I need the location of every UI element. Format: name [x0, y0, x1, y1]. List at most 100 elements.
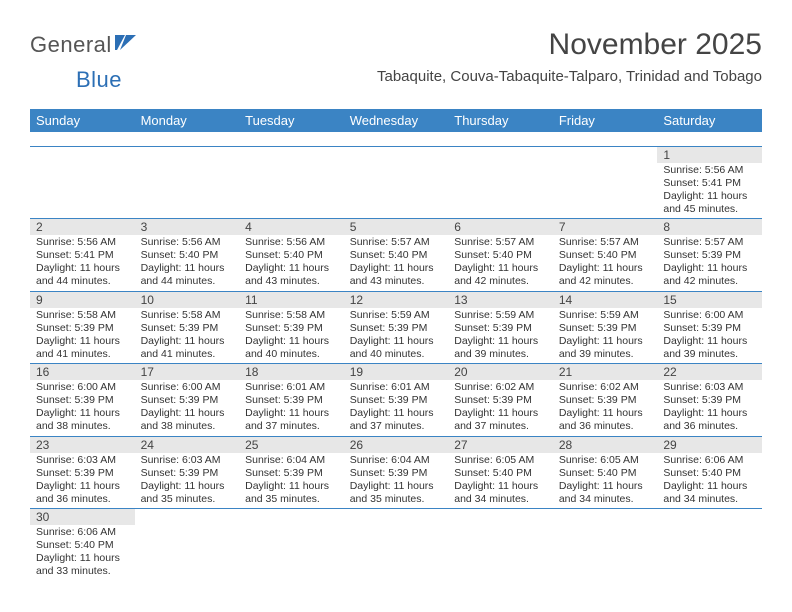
day-details: Sunrise: 6:00 AMSunset: 5:39 PMDaylight:… — [135, 380, 240, 436]
calendar-week-row: 30Sunrise: 6:06 AMSunset: 5:40 PMDayligh… — [30, 509, 762, 581]
month-title: November 2025 — [377, 28, 762, 62]
day-number: 18 — [239, 364, 344, 380]
weekday-header: Sunday — [30, 109, 135, 132]
day-number: 12 — [344, 292, 449, 308]
calendar-empty-cell — [553, 146, 658, 219]
calendar-day-cell: 4Sunrise: 5:56 AMSunset: 5:40 PMDaylight… — [239, 219, 344, 292]
day-details: Sunrise: 6:00 AMSunset: 5:39 PMDaylight:… — [30, 380, 135, 436]
calendar-day-cell: 25Sunrise: 6:04 AMSunset: 5:39 PMDayligh… — [239, 436, 344, 509]
day-details: Sunrise: 6:06 AMSunset: 5:40 PMDaylight:… — [657, 453, 762, 509]
calendar-day-cell: 1Sunrise: 5:56 AMSunset: 5:41 PMDaylight… — [657, 146, 762, 219]
calendar-day-cell: 30Sunrise: 6:06 AMSunset: 5:40 PMDayligh… — [30, 509, 135, 581]
calendar-day-cell: 8Sunrise: 5:57 AMSunset: 5:39 PMDaylight… — [657, 219, 762, 292]
calendar-empty-cell — [344, 509, 449, 581]
calendar-table: SundayMondayTuesdayWednesdayThursdayFrid… — [30, 109, 762, 581]
calendar-day-cell: 12Sunrise: 5:59 AMSunset: 5:39 PMDayligh… — [344, 291, 449, 364]
day-number: 1 — [657, 147, 762, 163]
logo-text-general: General — [30, 32, 112, 58]
calendar-day-cell: 10Sunrise: 5:58 AMSunset: 5:39 PMDayligh… — [135, 291, 240, 364]
calendar-day-cell: 5Sunrise: 5:57 AMSunset: 5:40 PMDaylight… — [344, 219, 449, 292]
spacer-cell — [135, 132, 240, 146]
weekday-header: Saturday — [657, 109, 762, 132]
calendar-empty-cell — [30, 146, 135, 219]
day-number: 3 — [135, 219, 240, 235]
day-number: 25 — [239, 437, 344, 453]
spacer-cell — [239, 132, 344, 146]
calendar-day-cell: 11Sunrise: 5:58 AMSunset: 5:39 PMDayligh… — [239, 291, 344, 364]
logo-text-blue: Blue — [76, 67, 122, 92]
calendar-empty-cell — [344, 146, 449, 219]
day-details: Sunrise: 6:01 AMSunset: 5:39 PMDaylight:… — [344, 380, 449, 436]
day-details: Sunrise: 5:56 AMSunset: 5:40 PMDaylight:… — [239, 235, 344, 291]
weekday-header-row: SundayMondayTuesdayWednesdayThursdayFrid… — [30, 109, 762, 132]
day-details: Sunrise: 5:58 AMSunset: 5:39 PMDaylight:… — [239, 308, 344, 364]
day-details: Sunrise: 6:03 AMSunset: 5:39 PMDaylight:… — [30, 453, 135, 509]
weekday-header: Wednesday — [344, 109, 449, 132]
weekday-header: Monday — [135, 109, 240, 132]
weekday-header: Tuesday — [239, 109, 344, 132]
spacer-cell — [448, 132, 553, 146]
day-number: 13 — [448, 292, 553, 308]
day-number: 21 — [553, 364, 658, 380]
day-number: 8 — [657, 219, 762, 235]
day-number: 19 — [344, 364, 449, 380]
spacer-cell — [657, 132, 762, 146]
day-number: 4 — [239, 219, 344, 235]
calendar-empty-cell — [657, 509, 762, 581]
calendar-day-cell: 24Sunrise: 6:03 AMSunset: 5:39 PMDayligh… — [135, 436, 240, 509]
calendar-day-cell: 6Sunrise: 5:57 AMSunset: 5:40 PMDaylight… — [448, 219, 553, 292]
day-number: 6 — [448, 219, 553, 235]
calendar-week-row: 2Sunrise: 5:56 AMSunset: 5:41 PMDaylight… — [30, 219, 762, 292]
day-number: 27 — [448, 437, 553, 453]
day-details: Sunrise: 6:01 AMSunset: 5:39 PMDaylight:… — [239, 380, 344, 436]
calendar-day-cell: 20Sunrise: 6:02 AMSunset: 5:39 PMDayligh… — [448, 364, 553, 437]
day-details: Sunrise: 6:04 AMSunset: 5:39 PMDaylight:… — [239, 453, 344, 509]
day-number: 11 — [239, 292, 344, 308]
calendar-day-cell: 13Sunrise: 5:59 AMSunset: 5:39 PMDayligh… — [448, 291, 553, 364]
day-number: 26 — [344, 437, 449, 453]
day-number: 20 — [448, 364, 553, 380]
calendar-empty-cell — [239, 146, 344, 219]
calendar-week-row: 9 Sunrise: 5:58 AMSunset: 5:39 PMDaylight… — [30, 291, 762, 364]
day-number: 22 — [657, 364, 762, 380]
calendar-empty-cell — [553, 509, 658, 581]
day-number: 15 — [657, 292, 762, 308]
calendar-day-cell: 3Sunrise: 5:56 AMSunset: 5:40 PMDaylight… — [135, 219, 240, 292]
day-number: 30 — [30, 509, 135, 525]
day-details: Sunrise: 5:56 AMSunset: 5:41 PMDaylight:… — [657, 163, 762, 219]
day-details: Sunrise: 6:05 AMSunset: 5:40 PMDaylight:… — [448, 453, 553, 509]
calendar-day-cell: 9Sunrise: 5:58 AMSunset: 5:39 PMDaylight… — [30, 291, 135, 364]
calendar-empty-cell — [448, 146, 553, 219]
calendar-empty-cell — [135, 146, 240, 219]
day-details: Sunrise: 6:04 AMSunset: 5:39 PMDaylight:… — [344, 453, 449, 509]
day-details: Sunrise: 5:57 AMSunset: 5:39 PMDaylight:… — [657, 235, 762, 291]
day-number: 24 — [135, 437, 240, 453]
calendar-day-cell: 7Sunrise: 5:57 AMSunset: 5:40 PMDaylight… — [553, 219, 658, 292]
calendar-week-row: 16Sunrise: 6:00 AMSunset: 5:39 PMDayligh… — [30, 364, 762, 437]
weekday-header: Friday — [553, 109, 658, 132]
day-number: 9 — [30, 292, 135, 308]
day-number: 10 — [135, 292, 240, 308]
day-number: 5 — [344, 219, 449, 235]
calendar-day-cell: 18Sunrise: 6:01 AMSunset: 5:39 PMDayligh… — [239, 364, 344, 437]
logo: General — [30, 32, 138, 58]
day-number: 2 — [30, 219, 135, 235]
day-details: Sunrise: 5:59 AMSunset: 5:39 PMDaylight:… — [448, 308, 553, 364]
calendar-day-cell: 15Sunrise: 6:00 AMSunset: 5:39 PMDayligh… — [657, 291, 762, 364]
calendar-day-cell: 22Sunrise: 6:03 AMSunset: 5:39 PMDayligh… — [657, 364, 762, 437]
day-details: Sunrise: 6:02 AMSunset: 5:39 PMDaylight:… — [448, 380, 553, 436]
day-details: Sunrise: 6:03 AMSunset: 5:39 PMDaylight:… — [135, 453, 240, 509]
day-details: Sunrise: 5:59 AMSunset: 5:39 PMDaylight:… — [344, 308, 449, 364]
calendar-day-cell: 2Sunrise: 5:56 AMSunset: 5:41 PMDaylight… — [30, 219, 135, 292]
day-details: Sunrise: 5:56 AMSunset: 5:41 PMDaylight:… — [30, 235, 135, 291]
calendar-day-cell: 29Sunrise: 6:06 AMSunset: 5:40 PMDayligh… — [657, 436, 762, 509]
calendar-empty-cell — [135, 509, 240, 581]
day-details: Sunrise: 6:02 AMSunset: 5:39 PMDaylight:… — [553, 380, 658, 436]
calendar-week-row: 23Sunrise: 6:03 AMSunset: 5:39 PMDayligh… — [30, 436, 762, 509]
day-number: 17 — [135, 364, 240, 380]
day-number: 14 — [553, 292, 658, 308]
day-number: 7 — [553, 219, 658, 235]
day-details: Sunrise: 6:05 AMSunset: 5:40 PMDaylight:… — [553, 453, 658, 509]
weekday-header: Thursday — [448, 109, 553, 132]
flag-icon — [114, 33, 138, 58]
